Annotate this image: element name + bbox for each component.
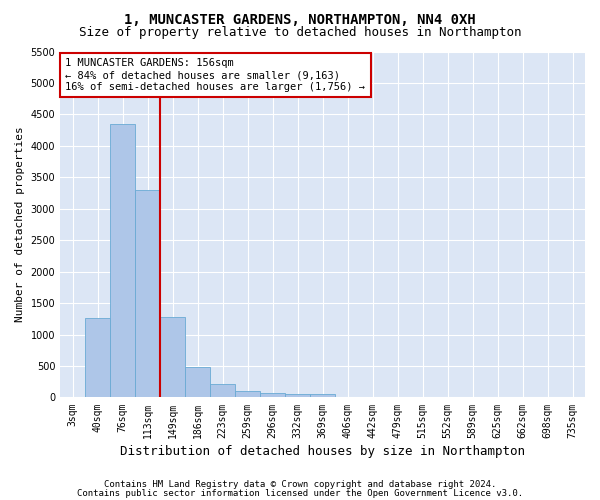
Bar <box>210 384 235 398</box>
Text: 1, MUNCASTER GARDENS, NORTHAMPTON, NN4 0XH: 1, MUNCASTER GARDENS, NORTHAMPTON, NN4 0… <box>124 12 476 26</box>
X-axis label: Distribution of detached houses by size in Northampton: Distribution of detached houses by size … <box>120 444 525 458</box>
Text: Contains public sector information licensed under the Open Government Licence v3: Contains public sector information licen… <box>77 489 523 498</box>
Text: Size of property relative to detached houses in Northampton: Size of property relative to detached ho… <box>79 26 521 39</box>
Bar <box>85 318 110 398</box>
Text: 1 MUNCASTER GARDENS: 156sqm
← 84% of detached houses are smaller (9,163)
16% of : 1 MUNCASTER GARDENS: 156sqm ← 84% of det… <box>65 58 365 92</box>
Bar <box>135 190 160 398</box>
Bar <box>110 124 135 398</box>
Bar <box>310 394 335 398</box>
Text: Contains HM Land Registry data © Crown copyright and database right 2024.: Contains HM Land Registry data © Crown c… <box>104 480 496 489</box>
Bar <box>235 392 260 398</box>
Bar <box>160 317 185 398</box>
Bar <box>260 392 285 398</box>
Bar <box>185 366 210 398</box>
Bar <box>285 394 310 398</box>
Y-axis label: Number of detached properties: Number of detached properties <box>15 126 25 322</box>
